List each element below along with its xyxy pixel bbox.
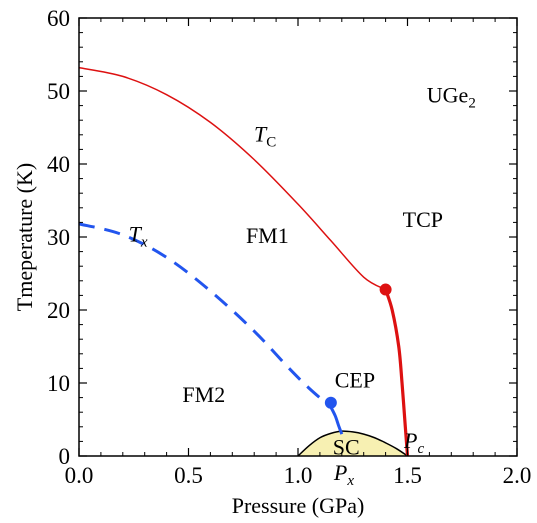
y-tick-label: 0 [59,444,71,469]
annotation-tx-label: Tx [129,221,148,250]
series-t-c-first-order-line [384,289,410,457]
y-tick-label: 60 [47,6,70,31]
annotation-tc-label: TC [254,121,276,150]
y-tick-label: 20 [47,298,70,323]
series-t-x-first-order-line [329,406,344,435]
tick-layer: 0.0 0.5 1.0 1.5 2.0 0 10 20 30 40 50 60 [47,6,531,488]
annotation-cep: CEP [335,367,375,392]
series-sc-dome-line [297,430,408,457]
tcp-marker [379,283,392,296]
annotation-fm2: FM2 [182,382,225,407]
y-tick-label: 30 [47,225,70,250]
series-t-x-line [78,222,332,409]
cep-marker [324,396,337,409]
x-axis-title: Pressure (GPa) [232,493,365,518]
y-tick-label: 10 [47,371,70,396]
x-tick-label: 1.0 [284,463,313,488]
annotation-sc: SC [333,435,360,460]
annotation-pc: Pc [403,428,424,457]
x-tick-label: 2.0 [503,463,532,488]
y-axis-title: Tmeperature (K) [12,163,37,311]
sc-dome-layer [297,430,408,457]
y-tick-label: 50 [47,79,70,104]
series-layer [78,66,410,457]
x-tick-label: 0.0 [65,463,94,488]
marker-layer [324,283,392,409]
annotation-compound: UGe2 [427,83,476,112]
annotation-layer: UGe2 TC Tx FM1 TCP FM2 CEP SC Pc Px [129,83,476,489]
y-tick-label: 40 [47,152,70,177]
series-t-c-line [78,66,386,291]
x-tick-label: 0.5 [174,463,203,488]
annotation-tcp: TCP [403,207,443,232]
x-tick-label: 1.5 [393,463,422,488]
series-sc-dome-fill [298,431,408,456]
annotation-fm1: FM1 [246,223,289,248]
annotation-px: Px [333,460,354,489]
